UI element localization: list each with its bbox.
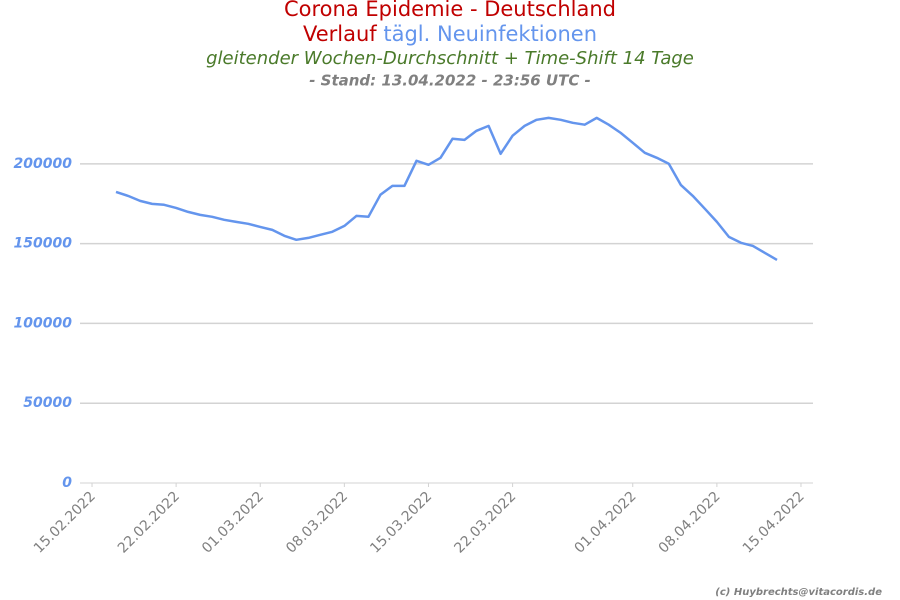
y-tick-label: 100000 [14,315,73,331]
x-tick-label: 15.03.2022 [367,489,435,557]
x-tick-label: 15.04.2022 [740,489,808,557]
credit: (c) Huybrechts@vitacordis.de [715,587,882,598]
x-tick-label: 01.04.2022 [572,489,640,557]
x-tick-label: 01.03.2022 [199,489,267,557]
status-note: - Stand: 13.04.2022 - 23:56 UTC - [309,72,591,90]
x-tick-label: 15.02.2022 [31,489,99,557]
y-tick-label: 150000 [14,236,73,252]
title-part: Verlauf [303,22,377,46]
x-tick-label: 22.03.2022 [451,489,519,557]
y-tick-label: 200000 [14,156,73,172]
x-tick-label: 08.03.2022 [283,489,351,557]
x-tick-label: 08.04.2022 [656,489,724,557]
chart-title: Corona Epidemie - Deutschland [284,0,616,21]
x-tick-label: 22.02.2022 [115,489,183,557]
chart-title-line2: Verlauf tägl. Neuinfektionen [303,22,597,46]
data-line [115,116,778,261]
chart-subtitle: gleitender Wochen-Durchschnitt + Time-Sh… [206,48,694,69]
title-part: tägl. Neuinfektionen [383,22,597,46]
y-tick-label: 0 [62,475,72,491]
y-tick-label: 50000 [23,395,72,411]
